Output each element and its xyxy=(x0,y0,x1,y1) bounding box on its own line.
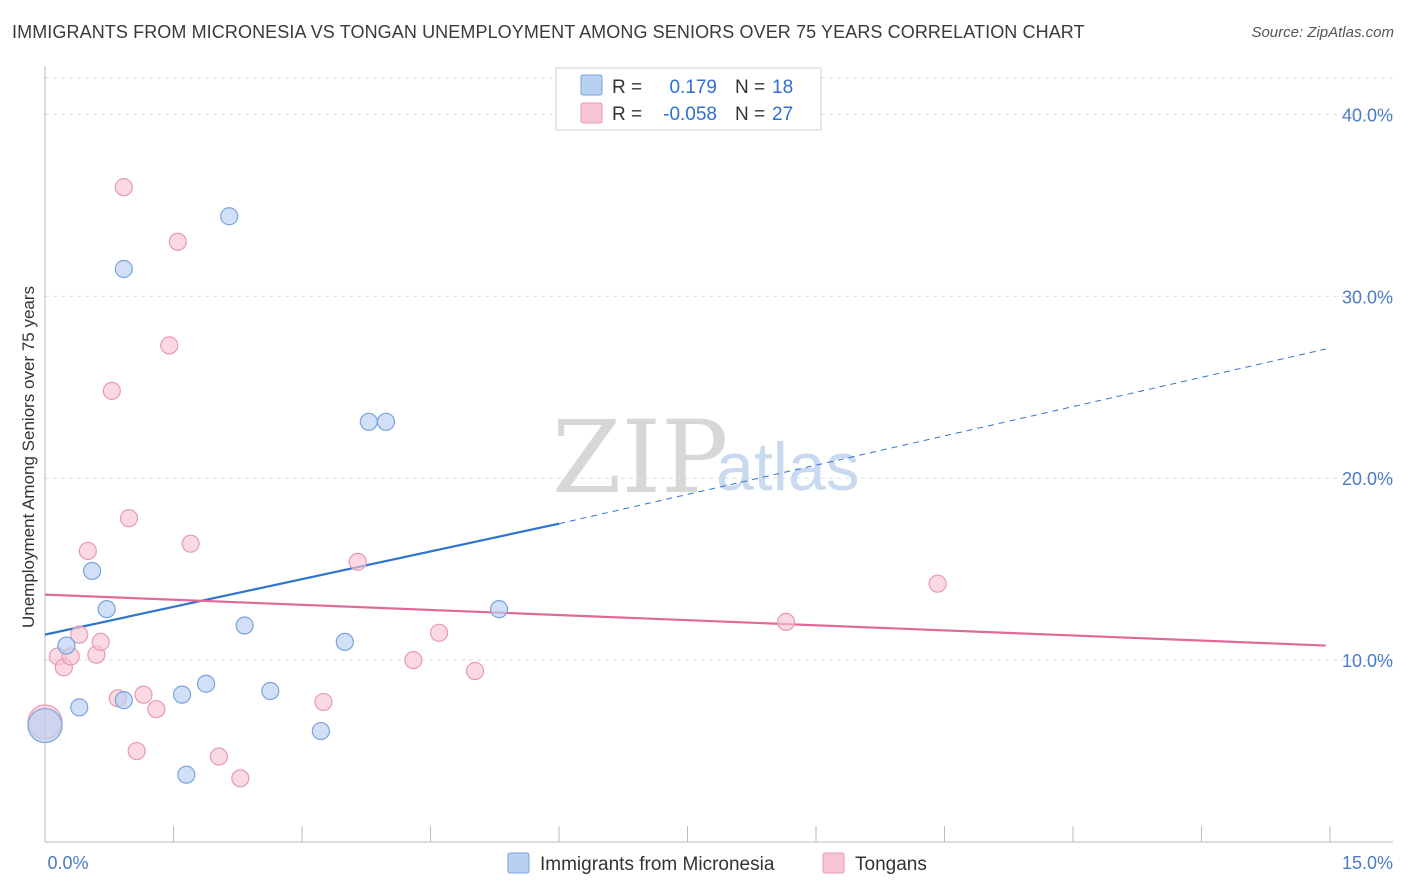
point-micronesia xyxy=(376,412,396,431)
legend-r-label-pink: R = xyxy=(612,104,642,125)
y-axis-label: Unemployment Among Seniors over 75 years xyxy=(19,286,38,628)
stats-legend: R = 0.179 N = 18 R = -0.058 N = 27 xyxy=(555,67,822,131)
point-tongans xyxy=(928,574,947,593)
point-tongans xyxy=(78,541,97,561)
legend-swatch-blue xyxy=(580,74,603,96)
point-micronesia xyxy=(335,632,354,652)
point-tongans xyxy=(181,534,200,553)
point-tongans xyxy=(119,509,139,528)
y-tick-label: 30.0% xyxy=(1342,287,1393,307)
point-micronesia xyxy=(311,721,330,741)
point-micronesia xyxy=(489,600,509,619)
legend-n-value-pink: 27 xyxy=(772,104,793,125)
point-tongans xyxy=(776,612,796,631)
point-tongans xyxy=(102,381,121,400)
trend-line-pink xyxy=(44,593,1326,647)
point-tongans xyxy=(160,336,179,355)
grid-lines xyxy=(45,77,1393,661)
point-tongans xyxy=(168,232,187,251)
series-legend-label-pink: Tongans xyxy=(855,854,927,875)
point-micronesia xyxy=(114,259,133,279)
trend-line-blue-solid xyxy=(44,522,560,636)
point-tongans xyxy=(231,769,250,788)
point-micronesia xyxy=(196,674,216,693)
series-legend-swatch-pink xyxy=(822,852,845,874)
point-tongans xyxy=(134,685,153,704)
y-tick-label: 10.0% xyxy=(1342,651,1393,671)
point-tongans xyxy=(147,700,166,719)
legend-n-value-blue: 18 xyxy=(772,77,793,98)
point-tongans xyxy=(114,178,133,197)
legend-swatch-pink xyxy=(580,102,603,124)
y-tick-label: 40.0% xyxy=(1342,105,1393,125)
point-tongans xyxy=(429,623,449,642)
series-legend-swatch-blue xyxy=(507,852,530,874)
point-micronesia xyxy=(172,685,192,704)
legend-r-label-blue: R = xyxy=(612,77,642,98)
y-tick-label: 20.0% xyxy=(1342,469,1393,489)
point-tongans xyxy=(348,552,367,571)
tick-labels: 10.0% 20.0% 30.0% 40.0% 0.0% 15.0% xyxy=(47,105,1393,873)
legend-r-value-pink: -0.058 xyxy=(663,104,717,125)
x-tick-label-max: 15.0% xyxy=(1342,853,1393,873)
point-tongans xyxy=(127,741,146,761)
point-micronesia xyxy=(177,765,196,784)
chart-title: IMMIGRANTS FROM MICRONESIA VS TONGAN UNE… xyxy=(12,22,1085,42)
point-tongans xyxy=(314,692,333,712)
x-tick-label-min: 0.0% xyxy=(47,853,88,873)
point-micronesia xyxy=(359,412,378,431)
point-micronesia xyxy=(70,698,89,717)
point-tongans xyxy=(465,661,485,681)
point-micronesia xyxy=(220,207,239,226)
point-micronesia xyxy=(235,616,254,635)
series-legend: Immigrants from Micronesia Tongans xyxy=(507,852,927,875)
series-legend-label-blue: Immigrants from Micronesia xyxy=(540,854,775,875)
trend-lines xyxy=(44,348,1326,647)
point-micronesia xyxy=(261,681,280,701)
point-tongans xyxy=(91,632,110,652)
source-label: Source: ZipAtlas.com xyxy=(1251,24,1394,41)
point-micronesia xyxy=(83,561,102,581)
point-tongans xyxy=(404,650,423,670)
point-micronesia xyxy=(97,600,116,619)
point-tongans xyxy=(209,747,229,766)
legend-r-value-blue: 0.179 xyxy=(669,77,717,98)
point-micronesia xyxy=(57,636,76,655)
legend-n-label-blue: N = xyxy=(735,77,765,98)
watermark-atlas: atlas xyxy=(716,429,860,505)
data-points xyxy=(27,178,947,788)
watermark-zip: ZIP xyxy=(552,399,728,516)
point-micronesia xyxy=(114,691,133,710)
point-tongans xyxy=(70,625,89,644)
point-micronesia xyxy=(27,707,63,744)
legend-n-label-pink: N = xyxy=(735,104,765,125)
